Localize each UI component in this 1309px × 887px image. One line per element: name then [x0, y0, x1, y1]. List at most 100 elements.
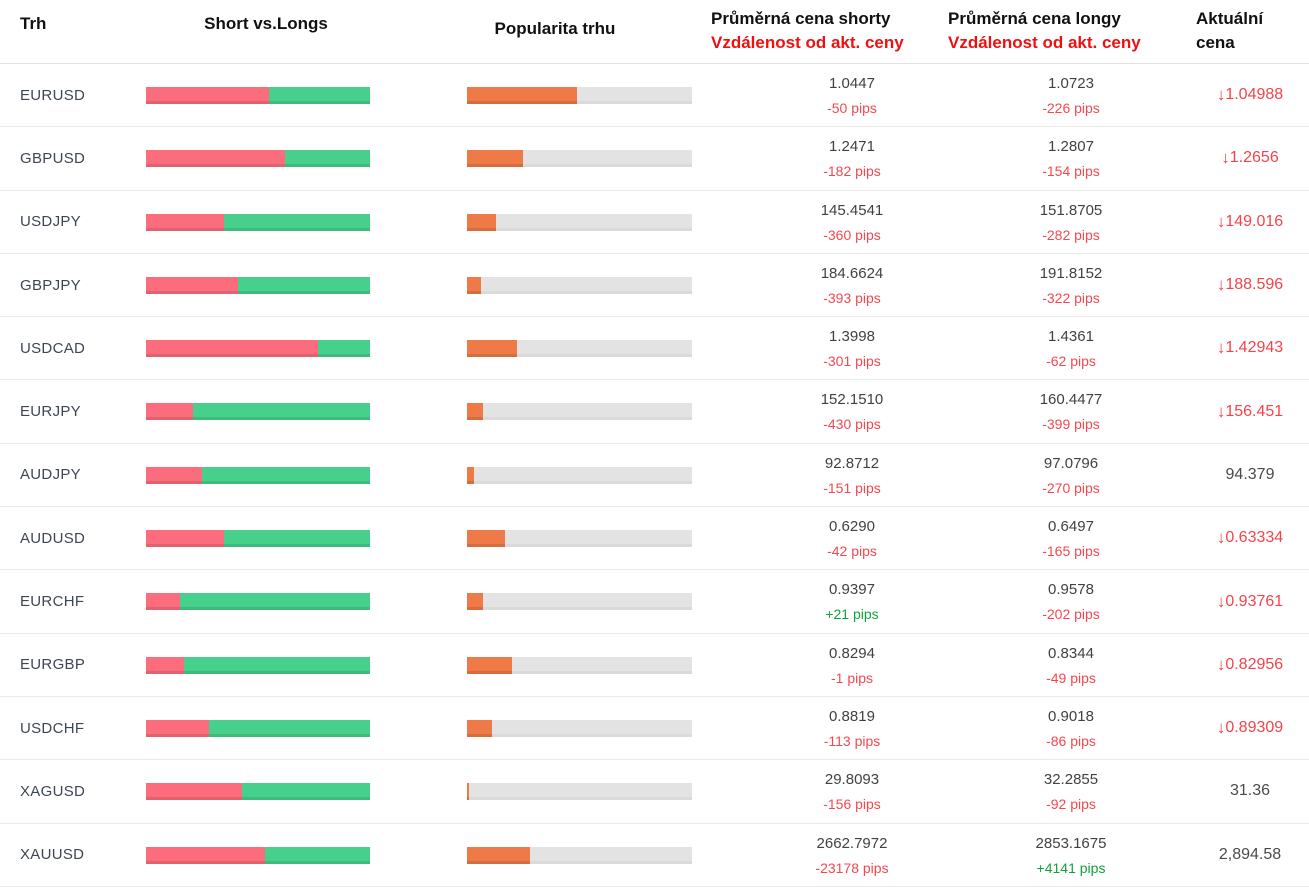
short-vs-long-bar: [146, 466, 370, 484]
long-distance-pips: -226 pips: [1042, 100, 1100, 116]
short-vs-long-bar: [146, 213, 370, 231]
col-header-short-distance-line2: Vzdálenost od akt. ceny: [711, 33, 904, 52]
short-bar-segment: [146, 530, 225, 548]
avg-long-price-cell: 97.0796 -270 pips: [971, 454, 1171, 497]
popularity-bar-fill: [467, 846, 530, 864]
table-body: EURUSD 1.0447 -50 pips 1.0723 -226 pips …: [0, 64, 1309, 887]
popularity-bar-fill: [467, 403, 483, 421]
price-down-arrow-icon: ↓: [1216, 401, 1226, 421]
short-distance-pips: -1 pips: [830, 669, 874, 686]
avg-short-price-cell: 145.4541 -360 pips: [752, 201, 952, 244]
market-symbol-label: EURJPY: [20, 403, 81, 421]
popularity-bar-fill: [467, 719, 492, 737]
table-row[interactable]: GBPJPY 184.6624 -393 pips 191.8152 -322 …: [0, 253, 1309, 318]
avg-short-price-value: 2662.7972: [816, 834, 888, 852]
current-price-value: 156.451: [1225, 402, 1284, 420]
short-vs-long-bar: [146, 403, 370, 421]
price-down-arrow-icon: ↓: [1216, 528, 1226, 548]
table-row[interactable]: EURCHF 0.9397 +21 pips 0.9578 -202 pips …: [0, 570, 1309, 634]
popularity-bar-track: [467, 656, 692, 674]
short-bar-segment: [146, 213, 225, 231]
short-distance-pips: -301 pips: [823, 353, 881, 370]
short-bar-segment: [146, 466, 202, 484]
avg-long-price-value: 1.0723: [1048, 75, 1094, 92]
popularity-bar-fill: [467, 466, 474, 484]
popularity-bar-track: [467, 846, 692, 864]
current-price-value: 149.016: [1225, 212, 1284, 230]
popularity-bar-fill: [467, 150, 524, 168]
long-distance-pips: -165 pips: [1042, 543, 1100, 560]
current-price-value: 1.2656: [1229, 149, 1279, 167]
long-bar-segment: [242, 783, 370, 801]
avg-short-price-cell: 1.3998 -301 pips: [752, 327, 952, 370]
table-row[interactable]: USDJPY 145.4541 -360 pips 151.8705 -282 …: [0, 190, 1309, 254]
short-distance-pips: -42 pips: [827, 543, 877, 560]
price-down-arrow-icon: ↓: [1216, 211, 1226, 231]
popularity-bar-fill: [467, 213, 497, 231]
table-row[interactable]: AUDUSD 0.6290 -42 pips 0.6497 -165 pips …: [0, 507, 1309, 571]
popularity-bar-track: [467, 213, 692, 231]
popularity-bar-track: [467, 87, 692, 104]
current-price-value: 31.36: [1229, 782, 1271, 800]
table-row[interactable]: USDCAD 1.3998 -301 pips 1.4361 -62 pips …: [0, 317, 1309, 381]
current-price-cell: 94.379: [1185, 444, 1309, 506]
price-down-arrow-icon: ↓: [1216, 718, 1226, 738]
market-symbol-label: EURCHF: [20, 593, 85, 611]
avg-long-price-value: 0.6497: [1048, 518, 1094, 536]
col-header-avg-short-price-line1: Průměrná cena shorty: [711, 9, 891, 28]
avg-short-price-value: 152.1510: [820, 391, 884, 409]
avg-short-price-cell: 1.2471 -182 pips: [752, 137, 952, 180]
current-price-cell: ↓ 0.63334: [1185, 507, 1309, 569]
long-bar-segment: [284, 150, 370, 168]
long-distance-pips: -154 pips: [1042, 163, 1100, 180]
avg-long-price-cell: 32.2855 -92 pips: [971, 770, 1171, 813]
current-price-value: 0.82956: [1225, 655, 1284, 673]
price-down-arrow-icon: ↓: [1216, 654, 1226, 674]
price-down-arrow-icon: ↓: [1216, 275, 1226, 295]
table-row[interactable]: EURUSD 1.0447 -50 pips 1.0723 -226 pips …: [0, 64, 1309, 128]
col-header-current-price: Aktuální cena: [1196, 7, 1263, 55]
table-row[interactable]: AUDJPY 92.8712 -151 pips 97.0796 -270 pi…: [0, 443, 1309, 508]
table-row[interactable]: EURGBP 0.8294 -1 pips 0.8344 -49 pips ↓ 0…: [0, 633, 1309, 697]
market-symbol-label: EURUSD: [20, 86, 86, 104]
avg-short-price-cell: 92.8712 -151 pips: [752, 454, 952, 497]
long-distance-pips: -202 pips: [1042, 606, 1100, 623]
short-bar-segment: [146, 150, 285, 168]
avg-short-price-value: 92.8712: [824, 454, 880, 472]
table-row[interactable]: EURJPY 152.1510 -430 pips 160.4477 -399 …: [0, 380, 1309, 444]
short-bar-segment: [146, 340, 319, 358]
short-distance-pips: -360 pips: [823, 226, 881, 243]
avg-short-price-value: 1.0447: [829, 75, 875, 92]
col-header-market: Trh: [20, 14, 47, 33]
popularity-bar-track: [467, 530, 692, 548]
avg-long-price-value: 191.8152: [1039, 264, 1103, 282]
short-vs-long-bar: [146, 656, 370, 674]
table-row[interactable]: GBPUSD 1.2471 -182 pips 1.2807 -154 pips…: [0, 127, 1309, 191]
short-distance-pips: -50 pips: [827, 100, 877, 116]
table-row[interactable]: XAUUSD 2662.7972 -23178 pips 2853.1675 +…: [0, 823, 1309, 887]
short-bar-segment: [146, 276, 238, 294]
market-symbol-label: AUDJPY: [20, 466, 81, 484]
table-row[interactable]: USDCHF 0.8819 -113 pips 0.9018 -86 pips …: [0, 696, 1309, 761]
short-bar-segment: [146, 593, 180, 611]
avg-short-price-cell: 152.1510 -430 pips: [752, 390, 952, 433]
avg-short-price-value: 1.2471: [829, 138, 875, 156]
current-price-cell: ↓ 1.04988: [1185, 64, 1309, 126]
table-header-row: Trh Short vs.Longs Popularita trhu Průmě…: [0, 0, 1309, 64]
col-header-current-price-line1: Aktuální: [1196, 9, 1264, 28]
long-bar-segment: [202, 466, 370, 484]
avg-short-price-value: 0.8294: [829, 644, 875, 662]
short-bar-segment: [146, 783, 243, 801]
current-price-value: 0.93761: [1225, 592, 1284, 610]
short-distance-pips: -23178 pips: [815, 859, 889, 876]
short-distance-pips: -430 pips: [823, 416, 881, 433]
avg-short-price-cell: 184.6624 -393 pips: [752, 264, 952, 307]
col-header-avg-short-price: Průměrná cena shorty Vzdálenost od akt. …: [711, 7, 904, 55]
current-price-cell: ↓ 156.451: [1185, 380, 1309, 442]
price-down-arrow-icon: ↓: [1221, 148, 1230, 168]
table-row[interactable]: XAGUSD 29.8093 -156 pips 32.2855 -92 pip…: [0, 760, 1309, 824]
avg-short-price-cell: 0.8294 -1 pips: [752, 644, 952, 687]
popularity-bar-fill: [467, 87, 578, 104]
long-distance-pips: -322 pips: [1042, 289, 1100, 306]
current-price-cell: ↓ 1.42943: [1185, 317, 1309, 379]
